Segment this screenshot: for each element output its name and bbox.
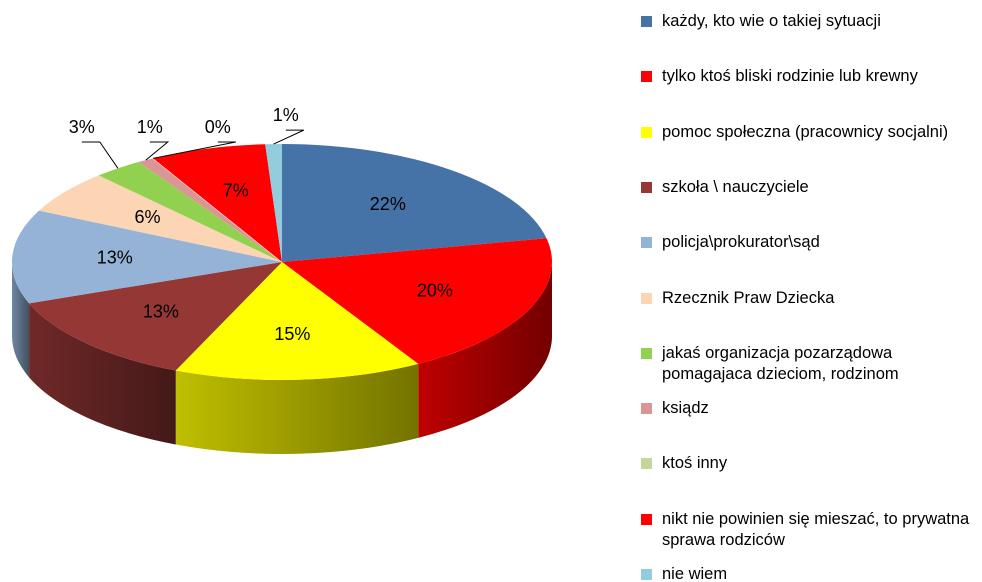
data-label: 1% [273,105,299,125]
legend-item: tylko ktoś bliski rodzinie lub krewny [641,66,976,87]
leader-line [153,141,236,159]
data-label: 6% [134,207,160,227]
legend-item: ktoś inny [641,453,976,474]
legend-swatch [641,292,652,304]
legend-swatch [641,458,652,470]
data-label: 22% [370,194,406,214]
legend-swatch [641,71,652,83]
pie-slice [175,262,419,380]
data-label: 1% [137,117,163,137]
legend-item: Rzecznik Praw Dziecka [641,288,976,309]
pie-slice [138,158,282,262]
data-label: 3% [69,117,95,137]
legend-label: jakaś organizacja pozarządowa pomagajaca… [662,343,899,383]
data-label: 13% [143,301,179,321]
pie-area: 22%20%15%13%13%6%3% 1% 0%7%1% [12,105,552,454]
pie-side [29,303,176,445]
legend-item: policja\prokurator\sąd [641,232,976,253]
leader-line [81,141,119,169]
legend-label: tylko ktoś bliski rodzinie lub krewny [662,67,918,86]
legend-item: nie wiem [641,564,976,582]
pie-slice [38,175,282,262]
leader-line [273,129,305,145]
legend-label: ksiądz [662,399,709,418]
legend-label: szkoła \ nauczyciele [662,177,809,196]
pie-side [175,363,419,454]
legend-swatch [641,126,652,138]
pie-slice [265,144,282,262]
pie-slice [98,162,282,262]
legend-label: pomoc społeczna (pracownicy socjalni) [662,122,949,141]
legend-swatch [641,237,652,249]
data-label: 0% [205,117,231,137]
data-label: 7% [223,180,249,200]
legend-label: każdy, kto wie o takiej sytuacji [662,12,881,30]
legend-swatch [641,347,652,359]
leader-line [145,141,170,161]
data-label: 13% [97,247,133,267]
legend-label: policja\prokurator\sąd [662,233,820,252]
legend-label: nie wiem [662,565,728,582]
pie-slice [153,144,282,262]
data-label: 15% [274,324,310,344]
legend-swatch [641,16,652,27]
legend-label: nikt nie powinien się mieszać, to prywat… [662,509,970,549]
legend-item: każdy, kto wie o takiej sytuacji [641,11,976,32]
pie-slice [282,144,547,262]
data-label: 20% [417,281,453,301]
legend-item: pomoc społeczna (pracownicy socjalni) [641,122,976,143]
legend-item: szkoła \ nauczyciele [641,177,976,198]
legend-label: Rzecznik Praw Dziecka [662,288,835,307]
legend-item: jakaś organizacja pozarządowa pomagajaca… [641,343,976,385]
legend-swatch [641,181,652,193]
pie-side [12,262,30,378]
legend-item: nikt nie powinien się mieszać, to prywat… [641,509,976,551]
legend-swatch [641,403,652,415]
pie-slice [282,238,552,364]
pie-slice [12,210,283,304]
legend-item: ksiądz [641,398,976,419]
pie-side [418,262,552,438]
legend-label: ktoś inny [662,454,728,473]
legend-swatch [641,569,652,580]
legend-swatch [641,513,652,525]
pie-slice [29,262,283,371]
